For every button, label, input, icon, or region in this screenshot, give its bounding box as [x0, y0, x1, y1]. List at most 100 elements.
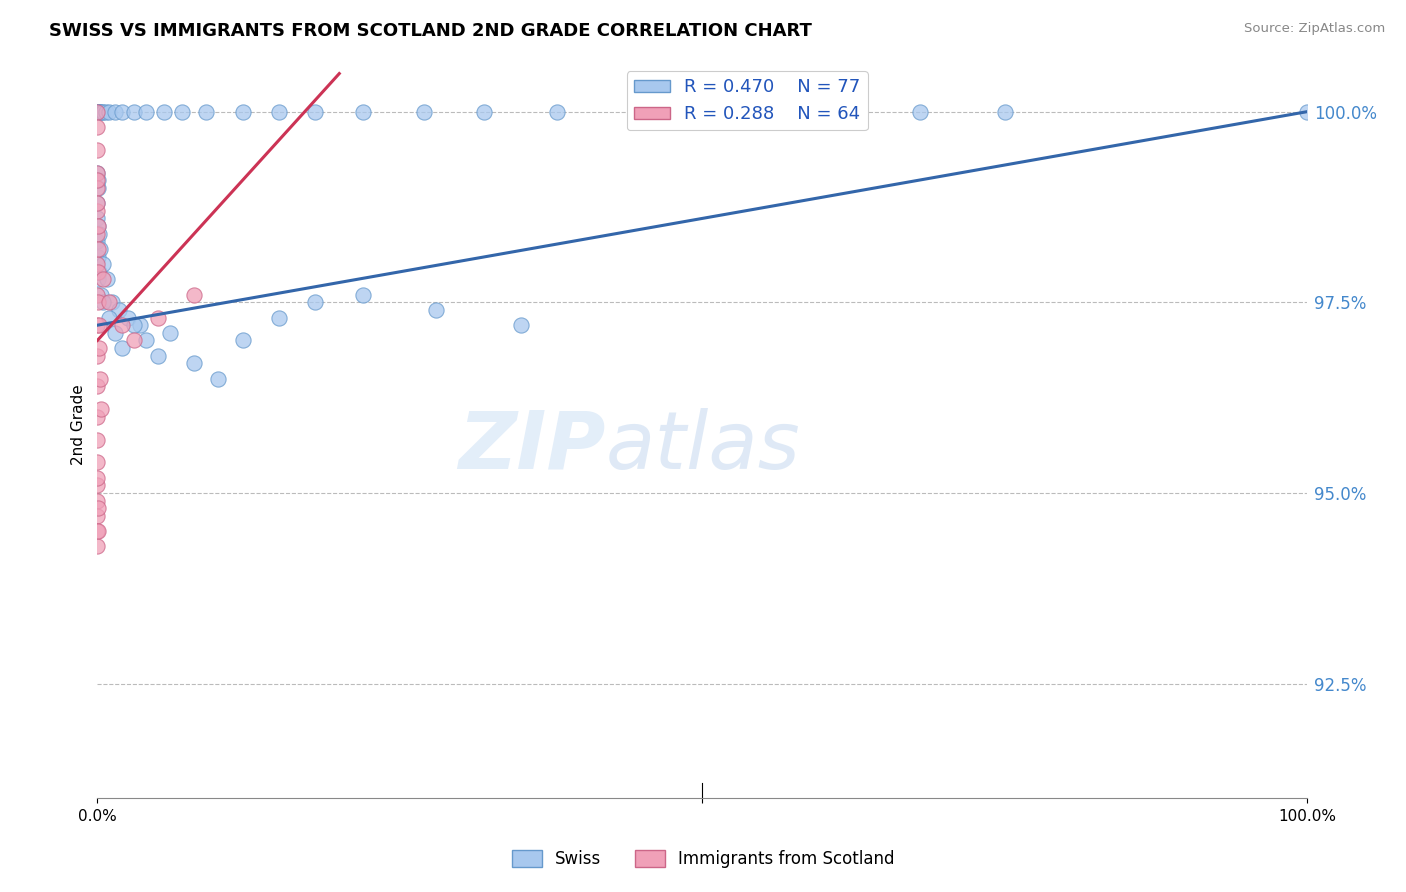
Point — [87, 104, 110, 119]
Text: atlas: atlas — [606, 408, 800, 486]
Point — [108, 302, 131, 317]
Point — [87, 295, 110, 310]
Point — [86, 409, 108, 424]
Point — [87, 219, 110, 233]
Point — [98, 104, 121, 119]
Point — [474, 104, 496, 119]
Point — [231, 334, 253, 348]
Point — [146, 310, 169, 325]
Point — [117, 310, 139, 325]
Point — [86, 219, 108, 233]
Point — [353, 287, 375, 301]
Point — [86, 539, 108, 553]
Point — [89, 265, 111, 279]
Point — [86, 104, 108, 119]
Point — [110, 318, 132, 333]
Point — [908, 104, 931, 119]
Point — [86, 196, 108, 211]
Point — [122, 318, 145, 333]
Point — [87, 104, 110, 119]
Point — [1296, 104, 1319, 119]
Point — [89, 371, 111, 385]
Point — [104, 326, 127, 340]
Point — [90, 402, 112, 417]
Point — [195, 104, 218, 119]
Point — [86, 478, 108, 492]
Point — [183, 287, 205, 301]
Point — [86, 120, 108, 134]
Point — [304, 295, 326, 310]
Point — [86, 257, 108, 271]
Point — [89, 104, 111, 119]
Point — [86, 455, 108, 469]
Point — [110, 104, 132, 119]
Point — [122, 334, 145, 348]
Point — [304, 104, 326, 119]
Point — [86, 493, 108, 508]
Point — [546, 104, 568, 119]
Point — [93, 272, 115, 286]
Point — [86, 287, 108, 301]
Point — [509, 318, 531, 333]
Point — [94, 104, 117, 119]
Point — [87, 318, 110, 333]
Point — [86, 501, 108, 516]
Point — [86, 379, 108, 393]
Point — [207, 371, 229, 385]
Point — [267, 310, 290, 325]
Point — [86, 433, 108, 447]
Point — [86, 143, 108, 157]
Text: Source: ZipAtlas.com: Source: ZipAtlas.com — [1244, 22, 1385, 36]
Point — [89, 242, 111, 256]
Point — [353, 104, 375, 119]
Point — [425, 302, 447, 317]
Point — [87, 173, 110, 187]
Point — [93, 257, 115, 271]
Point — [231, 104, 253, 119]
Point — [716, 104, 738, 119]
Point — [98, 310, 121, 325]
Point — [135, 104, 157, 119]
Point — [93, 104, 115, 119]
Point — [90, 104, 112, 119]
Point — [86, 235, 108, 249]
Point — [993, 104, 1015, 119]
Legend: Swiss, Immigrants from Scotland: Swiss, Immigrants from Scotland — [505, 843, 901, 875]
Legend: R = 0.470    N = 77, R = 0.288    N = 64: R = 0.470 N = 77, R = 0.288 N = 64 — [627, 71, 868, 130]
Point — [86, 242, 108, 256]
Point — [98, 295, 121, 310]
Point — [811, 104, 834, 119]
Point — [101, 295, 124, 310]
Point — [159, 326, 181, 340]
Point — [86, 250, 108, 264]
Point — [86, 104, 108, 119]
Point — [86, 318, 108, 333]
Point — [87, 265, 110, 279]
Text: ZIP: ZIP — [458, 408, 606, 486]
Point — [86, 508, 108, 523]
Point — [86, 211, 108, 226]
Point — [86, 166, 108, 180]
Point — [96, 272, 118, 286]
Point — [89, 341, 111, 355]
Point — [86, 203, 108, 218]
Point — [89, 104, 111, 119]
Point — [128, 318, 150, 333]
Point — [86, 349, 108, 363]
Point — [87, 272, 110, 286]
Point — [86, 524, 108, 538]
Point — [86, 471, 108, 485]
Point — [110, 341, 132, 355]
Point — [86, 181, 108, 195]
Text: SWISS VS IMMIGRANTS FROM SCOTLAND 2ND GRADE CORRELATION CHART: SWISS VS IMMIGRANTS FROM SCOTLAND 2ND GR… — [49, 22, 813, 40]
Text: 100.0%: 100.0% — [1278, 809, 1336, 824]
Point — [135, 334, 157, 348]
Point — [413, 104, 436, 119]
Point — [630, 104, 652, 119]
Point — [104, 104, 127, 119]
Point — [86, 104, 108, 119]
Point — [87, 524, 110, 538]
Point — [86, 227, 108, 241]
Point — [86, 173, 108, 187]
Point — [93, 295, 115, 310]
